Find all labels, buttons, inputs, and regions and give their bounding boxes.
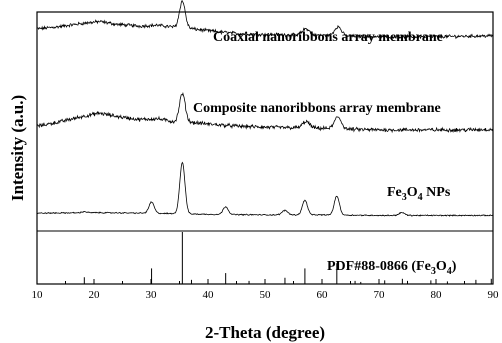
x-tick-label: 20 [89,289,101,301]
x-tick-label: 70 [374,289,386,301]
x-tick-label: 30 [146,289,158,301]
series-line-3 [36,161,494,217]
label-coaxial: Coaxial nanoribbons array membrane [213,30,443,45]
label-fe3o4-nps: Fe3O4 NPs [387,185,451,203]
x-tick-label: 60 [317,289,329,301]
x-tick-label: 10 [32,289,44,301]
series-layer [36,0,494,217]
x-tick-label: 50 [260,289,272,301]
reference-stick-pattern [83,232,492,284]
label-reference-card: PDF#88-0866 (Fe3O4) [327,259,457,277]
x-tick-label: 40 [203,289,215,301]
y-axis-title: Intensity (a.u.) [8,95,27,201]
series-line-2 [36,91,494,134]
x-axis-title: 2-Theta (degree) [205,323,325,342]
series-line-1 [36,0,494,40]
label-composite: Composite nanoribbons array membrane [193,101,441,116]
x-tick-label: 80 [431,289,443,301]
plot-frame [36,11,494,285]
x-tick-label: 90 [488,289,500,301]
x-axis-ticks: 10 20 30 40 50 60 70 80 90 [32,279,500,301]
